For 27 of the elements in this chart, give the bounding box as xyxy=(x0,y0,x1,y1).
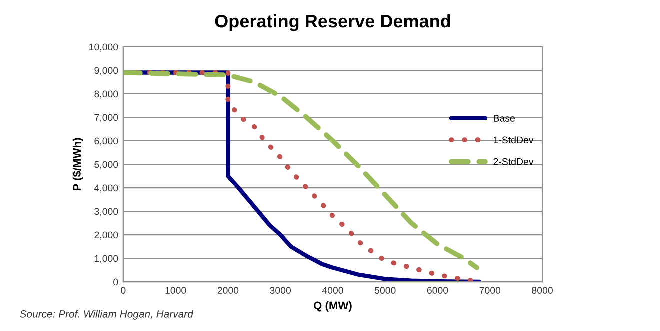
x-axis-title: Q (MW) xyxy=(314,301,352,312)
x-tick-label: 4000 xyxy=(322,287,344,294)
legend-label: Base xyxy=(494,115,515,122)
legend-label: 1-StdDev xyxy=(494,136,534,144)
x-tick-label: 1000 xyxy=(166,287,186,294)
x-tick-label: 2000 xyxy=(218,287,239,294)
y-tick-label: 4,000 xyxy=(94,184,118,193)
y-tick-label: 0 xyxy=(114,278,118,286)
x-tick-label: 6000 xyxy=(427,287,448,294)
y-axis-title: P ($/MWh) xyxy=(72,138,84,191)
chart-title: Operating Reserve Demand xyxy=(215,14,450,32)
x-tick-label: 8000 xyxy=(532,287,553,294)
x-tick-label: 5000 xyxy=(374,287,396,294)
y-tick-label: 10,000 xyxy=(90,44,118,52)
y-tick-label: 3,000 xyxy=(94,208,118,216)
y-tick-label: 9,000 xyxy=(94,67,118,76)
x-tick-label: 3000 xyxy=(270,287,292,294)
y-tick-label: 5,000 xyxy=(94,161,118,170)
legend-label: 2-StdDev xyxy=(494,158,534,166)
y-tick-label: 7,000 xyxy=(94,114,118,122)
source-note: Source: Prof. William Hogan, Harvard xyxy=(20,310,194,320)
y-tick-label: 2,000 xyxy=(94,232,118,240)
x-tick-label: 0 xyxy=(121,287,126,294)
x-tick-label: 7000 xyxy=(480,287,501,294)
y-tick-label: 1,000 xyxy=(94,255,118,264)
y-tick-label: 6,000 xyxy=(94,138,118,146)
y-tick-label: 8,000 xyxy=(94,90,118,99)
